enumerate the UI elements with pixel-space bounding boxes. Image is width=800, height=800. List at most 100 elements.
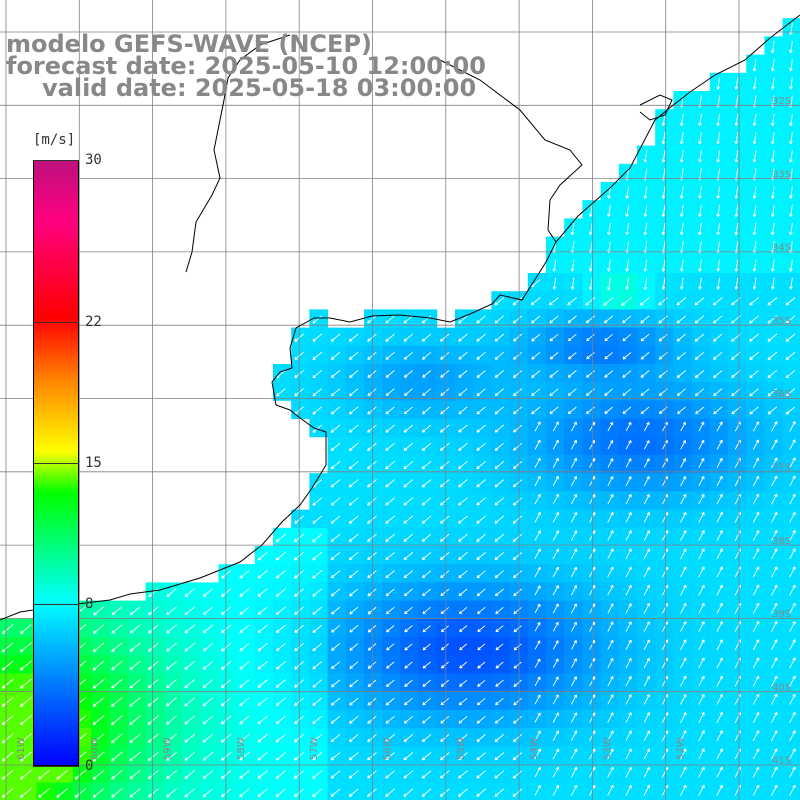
wind-arrow <box>512 515 523 524</box>
wind-arrow <box>571 421 577 432</box>
wind-arrow <box>166 697 177 707</box>
wind-arrow <box>184 770 196 780</box>
wind-arrow <box>734 77 739 90</box>
wind-arrow <box>643 476 650 487</box>
wind-arrow <box>512 406 523 415</box>
wind-arrow <box>716 186 721 199</box>
wind-arrow <box>239 715 250 725</box>
wind-arrow <box>458 679 468 687</box>
wind-arrow <box>643 530 650 541</box>
wind-arrow <box>1 733 14 744</box>
wind-arrow <box>330 460 341 470</box>
wind-arrow <box>512 770 523 779</box>
wind-arrow <box>625 476 632 487</box>
wind-arrow <box>147 769 159 780</box>
wind-arrow <box>625 222 630 236</box>
wind-arrow <box>585 370 595 378</box>
wind-arrow <box>643 730 650 742</box>
wind-arrow <box>534 730 541 742</box>
wind-arrow <box>512 351 523 360</box>
wind-arrow <box>367 552 377 561</box>
wind-arrow <box>585 297 596 306</box>
wind-arrow <box>459 661 468 669</box>
wind-arrow <box>549 315 559 324</box>
wind-arrow <box>476 388 486 397</box>
wind-arrow <box>330 551 341 561</box>
wind-arrow <box>694 315 705 324</box>
wind-arrow <box>785 351 796 361</box>
wind-arrow <box>404 606 413 615</box>
wind-arrow <box>331 624 341 633</box>
wind-arrow <box>607 548 614 560</box>
wind-arrow <box>771 421 778 432</box>
wind-arrow <box>239 642 250 652</box>
wind-arrow <box>767 315 778 324</box>
wind-arrow <box>495 697 504 706</box>
wind-arrow <box>439 552 450 561</box>
wind-arrow <box>661 259 666 272</box>
wind-arrow <box>694 351 705 360</box>
wind-arrow <box>680 675 687 687</box>
wind-arrow <box>110 733 123 744</box>
wind-arrow <box>440 661 449 669</box>
lagoon-outline <box>639 94 673 121</box>
wind-arrow <box>679 204 684 217</box>
wind-arrow <box>257 697 268 707</box>
wind-arrow <box>640 315 650 324</box>
longitude-label: 58W <box>236 737 247 760</box>
wind-arrow <box>275 697 286 706</box>
wind-arrow <box>111 678 123 689</box>
wind-arrow <box>789 784 796 796</box>
wind-arrow <box>640 406 650 415</box>
wind-arrow <box>312 333 323 342</box>
longitude-label: 53W <box>602 737 613 760</box>
wind-arrow <box>385 351 395 360</box>
wind-arrow <box>785 406 796 415</box>
wind-arrow <box>752 59 757 72</box>
wind-arrow <box>1 624 14 634</box>
wind-arrow <box>56 787 69 798</box>
wind-arrow <box>477 625 486 633</box>
wind-arrow <box>712 297 723 306</box>
wind-arrow <box>403 570 413 579</box>
wind-arrow <box>643 694 650 705</box>
wind-arrow <box>752 621 760 633</box>
wind-arrow <box>552 530 560 541</box>
wind-arrow <box>552 512 559 523</box>
wind-arrow <box>770 222 775 236</box>
wind-arrow <box>552 640 559 650</box>
wind-arrow <box>698 712 705 724</box>
wind-arrow <box>570 259 575 272</box>
wind-arrow <box>586 333 595 342</box>
wind-arrow <box>385 734 395 743</box>
wind-arrow <box>404 625 413 633</box>
longitude-label: 56W <box>383 737 394 760</box>
wind-arrow <box>643 712 650 723</box>
wind-arrow <box>367 406 377 415</box>
wind-arrow <box>513 697 522 706</box>
wind-arrow <box>494 406 504 415</box>
wind-arrow <box>367 570 377 579</box>
wind-arrow <box>312 351 323 360</box>
wind-arrow <box>789 748 796 760</box>
wind-arrow <box>166 606 177 616</box>
wind-arrow <box>679 259 684 272</box>
wind-arrow <box>698 766 705 778</box>
wind-arrow <box>552 439 559 450</box>
wind-arrow <box>625 603 632 614</box>
wind-arrow <box>184 588 195 597</box>
wind-arrow <box>698 131 702 145</box>
wind-arrow <box>19 678 32 689</box>
wind-arrow <box>549 297 559 306</box>
wind-arrow <box>312 588 323 597</box>
wind-arrow <box>716 693 723 705</box>
wind-arrow <box>257 551 268 561</box>
wind-arrow <box>643 584 650 596</box>
wind-arrow <box>147 788 159 798</box>
wind-arrow <box>771 566 778 578</box>
wind-arrow <box>439 788 450 797</box>
wind-arrow <box>166 678 177 689</box>
wind-arrow <box>367 388 377 397</box>
wind-arrow <box>698 186 702 199</box>
wind-arrow <box>770 259 775 272</box>
